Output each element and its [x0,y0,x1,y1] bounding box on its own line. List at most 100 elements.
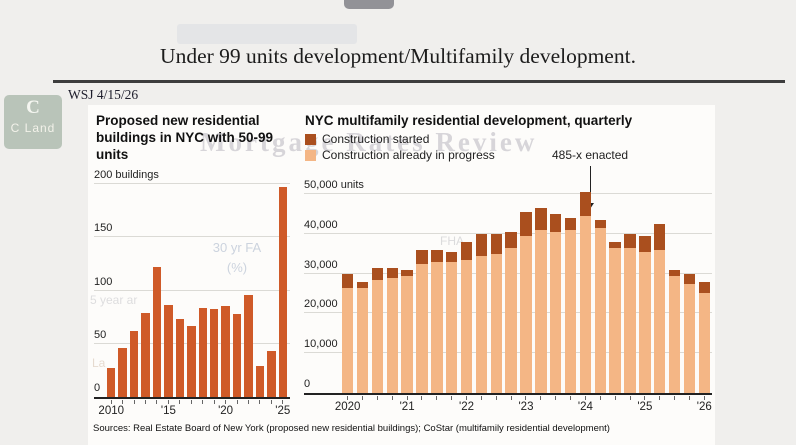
x-tick-mark [145,400,147,404]
bar [175,319,185,397]
legend-label-started: Construction started [322,132,430,146]
wsj-date-label: WSJ 4/15/26 [68,87,139,102]
title-divider [53,80,785,83]
bar [416,186,428,393]
x-tick: '25 [637,396,652,414]
x-tick: '21 [399,396,415,414]
x-tick-label: '15 [160,405,176,417]
x-tick-mark [495,396,497,400]
ghost-button-artifact [177,24,357,44]
bar-segment-in-progress [386,277,398,393]
bar [579,186,592,393]
bar [107,368,116,397]
bar [386,186,398,393]
bar-segment-in-progress [416,263,428,393]
x-tick: '22 [459,396,474,414]
x-tick [199,400,207,418]
bar-segment-in-progress [520,235,532,393]
right-chart-bars [342,186,710,393]
bar-segment-started [416,249,428,264]
x-tick [505,396,516,414]
bar [520,186,532,393]
x-tick-mark [133,400,135,404]
x-tick [491,396,502,414]
x-tick-mark [190,400,192,404]
x-tick-label: 2010 [98,405,125,417]
bar-segment-in-progress [490,253,502,393]
x-tick-mark [122,400,124,404]
bar-segment-started [535,207,547,230]
bar [564,186,577,393]
x-tick [176,400,184,418]
y-tick-label: 0 [304,378,311,390]
bar [446,186,458,393]
x-tick [565,396,576,414]
bar-segment-started [639,235,651,252]
x-tick-mark [599,396,601,400]
x-tick-mark [451,396,453,400]
x-tick-mark [480,396,482,400]
bar-segment-started [490,233,502,254]
bar [342,186,354,393]
x-tick-mark [674,396,676,400]
bar-segment-in-progress [683,283,696,393]
bar-segment-started [564,217,577,230]
x-tick [118,400,126,418]
x-tick-label: '26 [696,401,712,413]
bar [654,186,666,393]
bar [460,186,473,393]
bar-segment-started [386,267,398,278]
bar-segment-in-progress [609,247,621,393]
sources-line: Sources: Real Estate Board of New York (… [93,423,610,434]
bar-segment-started [505,231,517,248]
x-tick-mark [525,396,527,400]
x-tick-label: '21 [399,401,415,413]
x-tick [550,396,561,414]
annotation-arrow-line [590,166,591,203]
bar [431,186,443,393]
legend-swatch-in-progress [305,149,316,161]
left-chart-x-ticks: 2010 '15 '20 '25 [98,400,290,418]
x-tick [654,396,665,414]
bar-segment-started [624,233,636,248]
bar [221,306,230,397]
chart-card: Mortgage Rates Review 30 yr FA (%) FHA 5… [88,105,715,445]
bar [198,307,207,397]
right-chart-plot: 0 10,000 20,000 30,000 40,000 50,000 units [304,179,712,393]
bar-segment-in-progress [698,293,710,393]
bar [371,186,384,393]
y-tick-label: 20,000 [304,298,338,311]
x-tick-mark [659,396,661,400]
bar-segment-started [475,233,488,256]
x-tick [267,400,275,418]
x-tick [233,400,241,418]
left-chart-title: Proposed new residential buildings in NY… [96,113,274,162]
bar-segment-started [579,191,592,216]
annotation-485x-label: 485-x enacted [552,148,629,162]
bar-segment-in-progress [342,287,354,393]
bar [267,351,276,397]
x-tick [476,396,487,414]
bar [255,366,265,397]
x-tick-mark [466,396,468,400]
legend-item-construction-in-progress: Construction already in progress [305,148,495,162]
bar-segment-started [550,213,562,232]
bar-segment-started [609,241,621,248]
left-chart-plot: 0 50 100 150 200 buildings [94,169,290,397]
bar-segment-in-progress [505,247,517,393]
left-chart-x-axis-line [94,397,290,399]
x-tick [387,396,398,414]
x-tick: '20 [218,400,233,418]
bar-segment-in-progress [356,287,369,393]
x-tick-mark [421,396,423,400]
bar [244,294,253,397]
x-tick-label: 2020 [334,401,361,413]
bar-segment-started [698,281,710,294]
bar-segment-in-progress [401,275,413,393]
x-tick [372,396,383,414]
bar-segment-in-progress [475,255,488,393]
x-tick-mark [202,400,204,404]
bar-segment-in-progress [460,259,473,393]
x-tick: '24 [578,396,593,414]
